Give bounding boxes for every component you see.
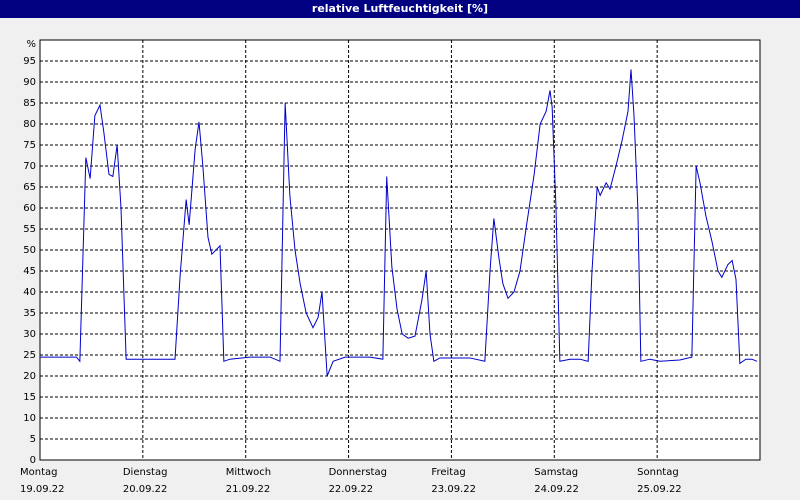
y-tick-label: 55 <box>23 224 36 235</box>
x-tick-label: Mittwoch <box>226 467 271 478</box>
x-tick-date: 20.09.22 <box>123 484 168 495</box>
x-tick-label: Sonntag <box>637 467 679 478</box>
y-tick-label: 75 <box>23 140 36 151</box>
y-tick-label: 65 <box>23 182 36 193</box>
y-tick-label: 40 <box>23 287 36 298</box>
x-tick-label: Donnerstag <box>329 467 387 478</box>
y-tick-label: 30 <box>23 329 36 340</box>
x-tick-date: 23.09.22 <box>431 484 476 495</box>
x-tick-label: Dienstag <box>123 467 168 478</box>
x-tick-date: 24.09.22 <box>534 484 579 495</box>
x-tick-label: Montag <box>20 467 57 478</box>
y-tick-label: 90 <box>23 77 36 88</box>
x-tick-date: 19.09.22 <box>20 484 65 495</box>
y-tick-label: 15 <box>23 392 36 403</box>
x-tick-label: Freitag <box>431 467 465 478</box>
chart-title: relative Luftfeuchtigkeit [%] <box>312 2 488 15</box>
y-tick-label: 95 <box>23 56 36 67</box>
y-tick-label: 10 <box>23 413 36 424</box>
data-line <box>40 69 758 377</box>
y-tick-label: 80 <box>23 119 36 130</box>
y-tick-label: 85 <box>23 98 36 109</box>
x-tick-date: 25.09.22 <box>637 484 682 495</box>
y-tick-label: 25 <box>23 350 36 361</box>
y-tick-label: 35 <box>23 308 36 319</box>
plot-border <box>39 39 761 461</box>
x-tick-date: 21.09.22 <box>226 484 271 495</box>
y-tick-label: 70 <box>23 161 36 172</box>
y-tick-label: 0 <box>30 455 36 466</box>
y-tick-label: 50 <box>23 245 36 256</box>
x-tick-label: Samstag <box>534 467 578 478</box>
title-bar <box>0 0 800 18</box>
y-tick-label: 60 <box>23 203 36 214</box>
y-tick-label: % <box>26 39 36 50</box>
y-tick-label: 45 <box>23 266 36 277</box>
y-tick-label: 20 <box>23 371 36 382</box>
y-tick-label: 5 <box>30 434 36 445</box>
x-tick-date: 22.09.22 <box>329 484 374 495</box>
